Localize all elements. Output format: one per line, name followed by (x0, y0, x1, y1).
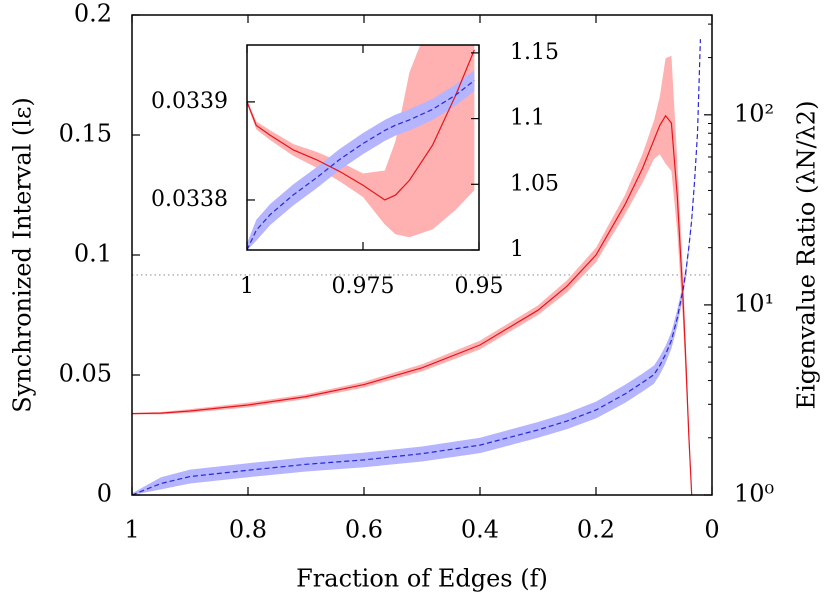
y-tick-label: 0.15 (59, 120, 112, 148)
y-tick-label: 0.2 (74, 0, 112, 28)
series-line (247, 80, 475, 250)
plot-area (132, 38, 701, 495)
x-tick-label: 1 (124, 516, 139, 544)
y-axis-label: Synchronized Interval (lε) (9, 97, 37, 413)
main-plot: 1 0.8 0.6 0.4 0.2 0 0 0.05 0.1 0.15 0.2 10⁰ 10¹ 10² (59, 0, 775, 544)
x-tick-label: 1 (240, 274, 254, 299)
y-tick-label: 0.05 (59, 360, 112, 388)
x-tick-label: 0.95 (455, 274, 504, 299)
y-tick-label: 0 (97, 480, 112, 508)
inset: 1 0.975 0.95 0.0338 0.0339 1 1.05 1.1 1.15 (151, 40, 559, 299)
y2-tick-label: 1.15 (510, 40, 559, 65)
y-tick-label: 0.0339 (151, 89, 228, 114)
y-tick-label: 0.0338 (151, 187, 228, 212)
y2-tick-label: 10⁰ (734, 480, 774, 508)
y2-axis-label: Eigenvalue Ratio (λN/λ2) (793, 101, 821, 410)
y-tick-label: 0.1 (74, 240, 112, 268)
x-tick-label: 0 (704, 516, 719, 544)
y2-tick-label: 10¹ (734, 289, 774, 317)
x-tick-label: 0.6 (345, 516, 383, 544)
error-band (132, 55, 692, 495)
y2-tick-label: 1.05 (510, 171, 559, 196)
y2-tick-label: 1.1 (510, 106, 545, 131)
series-line (247, 49, 475, 201)
x-tick-label: 0.8 (229, 516, 267, 544)
x-tick-label: 0.975 (332, 274, 395, 299)
series-line (132, 39, 701, 495)
series-line (132, 114, 693, 495)
error-band (247, 45, 475, 238)
plot-area (247, 45, 475, 250)
x-axis-label: Fraction of Edges (f) (296, 565, 548, 593)
x-tick-label: 0.2 (577, 516, 615, 544)
x-tick-label: 0.4 (461, 516, 499, 544)
error-band (247, 69, 475, 250)
y2-tick-label: 1 (510, 237, 524, 262)
y2-tick-label: 10² (734, 99, 774, 127)
